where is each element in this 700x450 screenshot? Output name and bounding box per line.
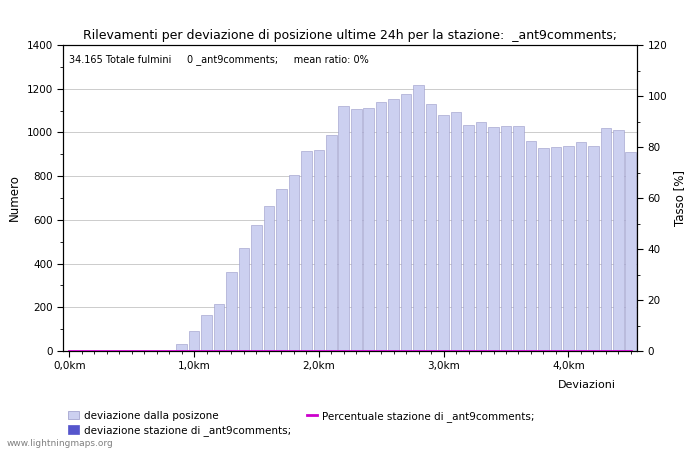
Bar [226,272,237,351]
Bar [476,122,486,351]
Bar [500,126,511,351]
Bar [601,128,611,351]
Bar [176,344,187,351]
Bar [538,148,549,351]
Bar [339,106,349,351]
Bar [526,141,536,351]
Bar [314,150,324,351]
Bar [551,147,561,351]
Text: www.lightningmaps.org: www.lightningmaps.org [7,439,113,448]
Bar [214,304,224,351]
Y-axis label: Numero: Numero [8,175,21,221]
Bar [463,125,474,351]
Bar [389,99,399,351]
Bar [413,86,424,351]
Bar [426,104,436,351]
Bar [301,151,312,351]
Bar [376,102,386,351]
Bar [451,112,461,351]
Y-axis label: Tasso [%]: Tasso [%] [673,170,686,226]
Title: Rilevamenti per deviazione di posizione ultime 24h per la stazione:  _ant9commen: Rilevamenti per deviazione di posizione … [83,29,617,42]
Legend: deviazione dalla posizone, deviazione stazione di _ant9comments;, Percentuale st: deviazione dalla posizone, deviazione st… [68,411,535,436]
Bar [575,142,586,351]
Bar [351,109,361,351]
Bar [488,127,499,351]
Bar [239,248,249,351]
Bar [613,130,624,351]
Bar [201,315,212,351]
Bar [251,225,262,351]
Bar [588,145,598,351]
Bar [264,206,274,351]
Bar [626,152,636,351]
Bar [513,126,524,351]
Bar [401,94,412,351]
Text: Deviazioni: Deviazioni [558,380,616,390]
Bar [276,189,287,351]
Bar [189,331,199,351]
Bar [438,115,449,351]
Bar [563,145,574,351]
Bar [363,108,374,351]
Text: 34.165 Totale fulmini     0 _ant9comments;     mean ratio: 0%: 34.165 Totale fulmini 0 _ant9comments; m… [69,54,368,65]
Bar [288,175,299,351]
Bar [326,135,337,351]
